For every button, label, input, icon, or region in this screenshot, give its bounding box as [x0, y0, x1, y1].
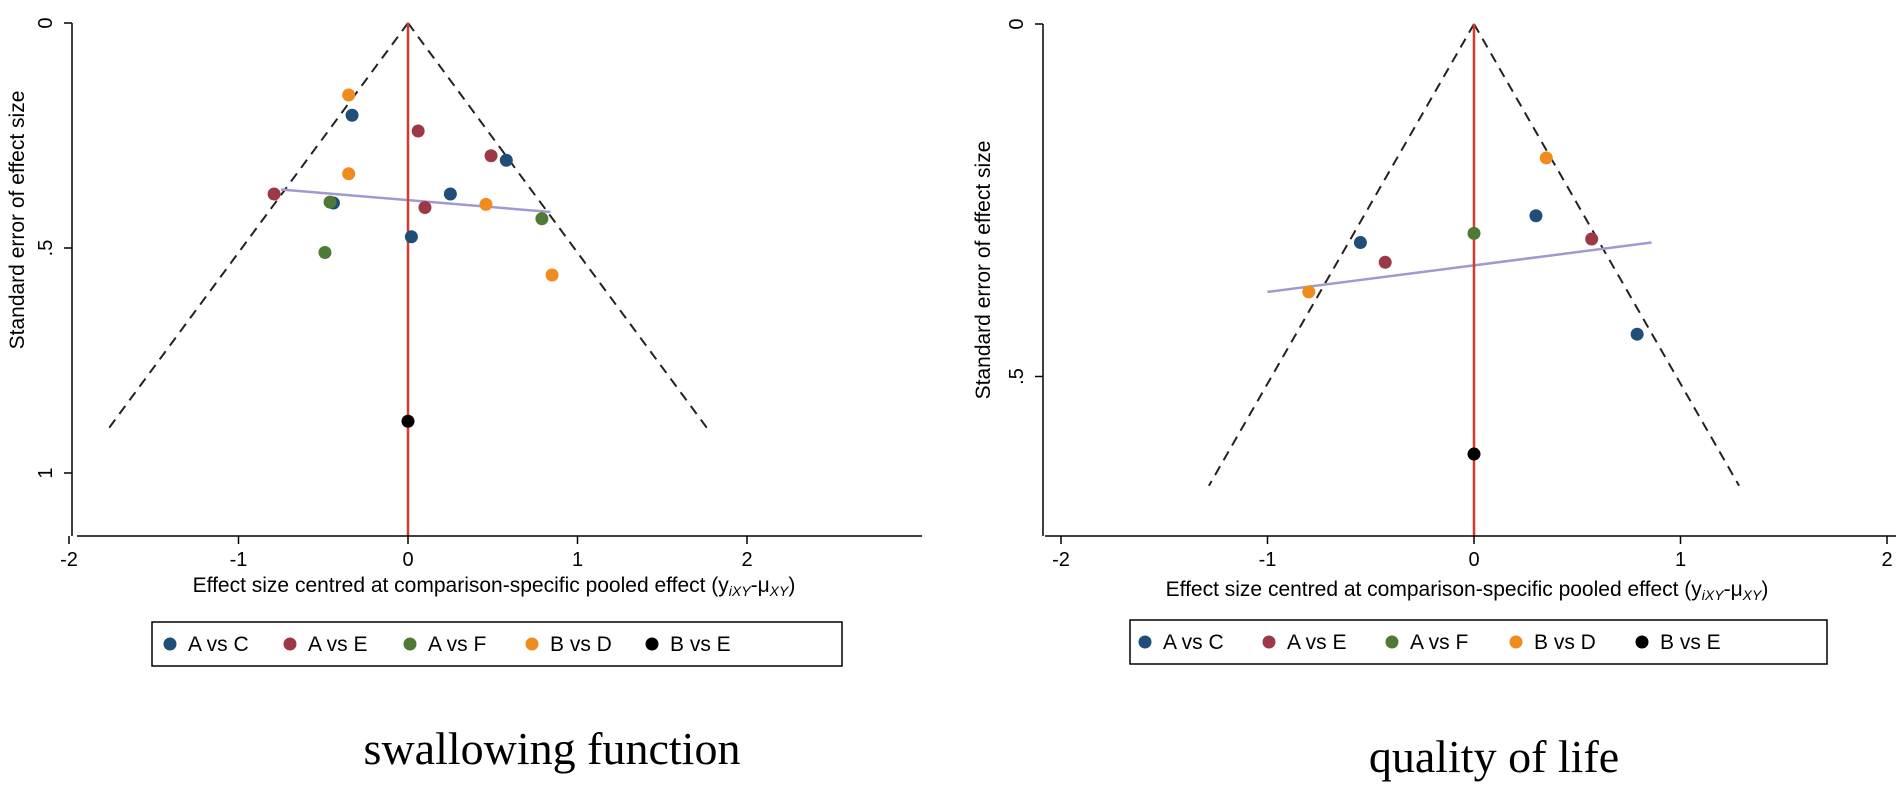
y-tick-label: .5 — [1006, 368, 1028, 385]
y-tick-label: 0 — [35, 17, 57, 28]
legend-label: B vs E — [670, 633, 731, 656]
x-tick-label: -2 — [60, 549, 78, 571]
legend-marker — [1635, 635, 1649, 649]
data-point — [1353, 236, 1367, 250]
x-axis-label-sub2: XY — [769, 583, 790, 599]
x-axis-label-sub2: XY — [1742, 587, 1763, 603]
data-point — [535, 212, 549, 226]
x-tick-label: -2 — [1052, 549, 1070, 571]
legend-label: A vs F — [428, 633, 486, 656]
x-axis-label-sub1: iXY — [1702, 587, 1725, 603]
funnel-right-line — [1473, 23, 1740, 487]
x-axis-label: Effect size centred at comparison-specif… — [1166, 578, 1769, 603]
legend-label: A vs F — [1410, 631, 1468, 654]
data-point — [1302, 285, 1316, 299]
data-point — [404, 230, 418, 244]
legend-label: B vs E — [1660, 631, 1721, 654]
axes: -2 -1 0 1 2 0 .5 — [1006, 18, 1896, 571]
data-point — [1585, 232, 1599, 246]
legend-marker — [1385, 635, 1399, 649]
data-point — [418, 201, 432, 214]
x-axis-label-mid: -μ — [1724, 578, 1743, 601]
data-point — [1378, 255, 1392, 269]
x-tick-label: 0 — [1468, 549, 1479, 571]
panel-caption: quality of life — [1369, 731, 1619, 782]
x-axis-label-end: ) — [1761, 578, 1768, 601]
legend-label: A vs C — [188, 633, 249, 656]
funnel-left-line — [106, 22, 409, 431]
data-point — [1467, 447, 1481, 461]
panel-quality-of-life: -2 -1 0 1 2 0 .5 Standard error of effect size… — [972, 18, 1896, 782]
regression-line — [280, 188, 551, 214]
funnel-left-line — [1208, 23, 1475, 487]
data-point — [267, 187, 281, 201]
x-tick-label: -1 — [230, 549, 248, 571]
legend-marker — [525, 637, 539, 651]
data-point — [499, 153, 513, 167]
legend-marker — [283, 637, 297, 651]
x-axis-label-end: ) — [788, 574, 795, 597]
x-axis-label-main: Effect size centred at comparison-specif… — [193, 574, 730, 597]
data-point — [1467, 226, 1481, 240]
data-point — [545, 268, 559, 282]
data-point — [443, 187, 457, 201]
legend-label: A vs C — [1163, 631, 1224, 654]
regression-line-segment — [280, 188, 551, 214]
data-points — [267, 88, 559, 428]
legend-marker — [1138, 635, 1152, 649]
x-axis-label-main: Effect size centred at comparison-specif… — [1166, 578, 1703, 601]
legend-box — [1129, 619, 1828, 665]
legend-box — [151, 621, 843, 667]
x-tick-label: 2 — [741, 549, 752, 571]
y-tick-label: 1 — [35, 467, 57, 478]
x-axis-label: Effect size centred at comparison-specif… — [193, 574, 796, 599]
data-point — [484, 149, 498, 163]
legend-label: A vs E — [1287, 631, 1347, 654]
legend-label: B vs D — [550, 633, 612, 656]
legend-marker — [1509, 635, 1523, 649]
data-point — [318, 246, 332, 259]
legend: A vs C A vs E A vs F B vs D B vs E — [1129, 619, 1828, 665]
legend-marker — [1262, 635, 1276, 649]
data-point — [1539, 151, 1553, 165]
regression-line — [1267, 241, 1652, 294]
data-point — [323, 195, 337, 209]
data-point — [342, 167, 356, 181]
legend-label: B vs D — [1534, 631, 1596, 654]
legend-marker — [403, 637, 417, 651]
legend-marker — [163, 637, 177, 651]
y-tick-label: .5 — [35, 240, 57, 257]
data-point — [479, 197, 493, 211]
data-points — [1302, 151, 1644, 461]
data-point — [1630, 327, 1644, 341]
y-axis-label: Standard error of effect size — [6, 91, 29, 350]
data-point — [345, 108, 359, 122]
data-point — [1529, 209, 1543, 223]
y-tick-label: 0 — [1006, 18, 1028, 29]
legend-marker — [645, 637, 659, 651]
funnel-right-line — [407, 22, 710, 431]
x-tick-label: -1 — [1259, 549, 1277, 571]
data-point — [342, 88, 356, 102]
funnel-lines — [1208, 23, 1740, 487]
regression-line-segment — [1267, 241, 1652, 294]
axes: -2 -1 0 1 2 0 .5 1 — [35, 17, 922, 571]
panel-swallowing: -2 -1 0 1 2 0 .5 1 Standard error of effect siz… — [6, 17, 922, 774]
y-axis-label: Standard error of effect size — [972, 141, 995, 400]
x-tick-label: 2 — [1881, 549, 1892, 571]
x-tick-label: 0 — [402, 549, 413, 571]
legend: A vs C A vs E A vs F B vs D B vs E — [151, 621, 843, 667]
data-point — [411, 124, 425, 138]
data-point — [401, 414, 415, 428]
x-tick-label: 1 — [572, 549, 583, 571]
x-tick-label: 1 — [1675, 549, 1686, 571]
x-axis-label-mid: -μ — [751, 574, 770, 597]
legend-label: A vs E — [308, 633, 368, 656]
panel-caption: swallowing function — [364, 723, 741, 774]
x-axis-label-sub1: iXY — [729, 583, 752, 599]
